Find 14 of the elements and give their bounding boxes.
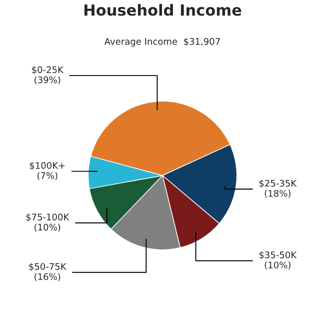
data-label: (10%)	[34, 224, 60, 232]
slice-label: $35-50K	[259, 251, 297, 260]
chart-subtitle: Average Income $31,907	[104, 38, 220, 47]
data-label: (39%)	[34, 76, 60, 84]
data-label: (7%)	[37, 172, 58, 180]
slice-label: $25-35K	[259, 180, 297, 188]
chart-title: Household Income	[84, 4, 242, 16]
slice-label: $100K+	[30, 162, 65, 170]
data-label: (10%)	[264, 261, 290, 270]
data-label: (16%)	[34, 273, 60, 282]
slice-label: $75-100K	[26, 213, 70, 222]
data-label: (18%)	[264, 190, 290, 198]
slice-label: $0-25K	[32, 66, 64, 74]
slice-label: $50-75K	[29, 262, 66, 272]
